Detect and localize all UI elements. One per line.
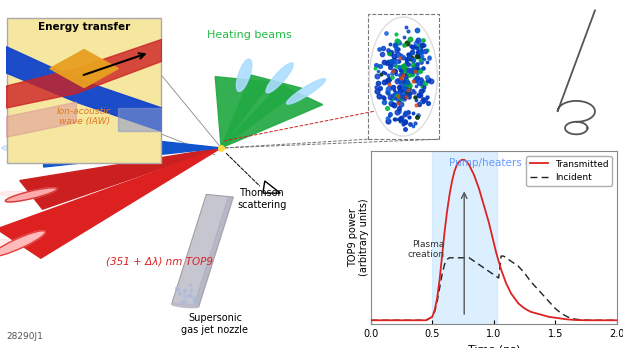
Ellipse shape [287,79,325,104]
Ellipse shape [0,239,58,248]
Polygon shape [6,102,77,137]
Text: Heating beams: Heating beams [207,30,292,40]
Text: Pump beam: Pump beam [12,147,75,156]
Polygon shape [221,75,302,148]
Polygon shape [0,148,221,258]
Text: (351 + Δλ) nm TOP9: (351 + Δλ) nm TOP9 [106,256,213,266]
Ellipse shape [0,191,64,198]
Polygon shape [118,108,162,132]
Ellipse shape [266,63,293,93]
Circle shape [369,17,437,136]
Ellipse shape [6,188,57,202]
Text: Pump/heaters on: Pump/heaters on [449,158,538,168]
Legend: Transmitted, Incident: Transmitted, Incident [526,156,612,185]
Ellipse shape [0,231,45,256]
Text: 28290J1: 28290J1 [6,332,43,341]
FancyBboxPatch shape [7,18,161,163]
Polygon shape [50,49,118,88]
Ellipse shape [172,303,199,308]
Y-axis label: TOP9 power
(arbitrary units): TOP9 power (arbitrary units) [348,199,369,276]
Text: Ion-acoustic
wave (IAW): Ion-acoustic wave (IAW) [57,107,112,126]
Ellipse shape [9,144,78,152]
Ellipse shape [236,59,252,92]
Text: Supersonic
gas jet nozzle: Supersonic gas jet nozzle [181,313,249,335]
Polygon shape [172,195,233,307]
Polygon shape [20,148,221,209]
Polygon shape [215,77,270,148]
Polygon shape [221,85,323,148]
Polygon shape [194,197,233,307]
Ellipse shape [2,143,86,153]
Text: Energy transfer: Energy transfer [38,22,130,32]
Bar [432,151,497,324]
Text: Plasma
creation: Plasma creation [407,240,444,259]
X-axis label: Time (ns): Time (ns) [467,344,520,348]
Text: Thomson
scattering: Thomson scattering [237,188,287,209]
Polygon shape [44,129,221,167]
Polygon shape [6,47,162,132]
Polygon shape [6,39,162,108]
